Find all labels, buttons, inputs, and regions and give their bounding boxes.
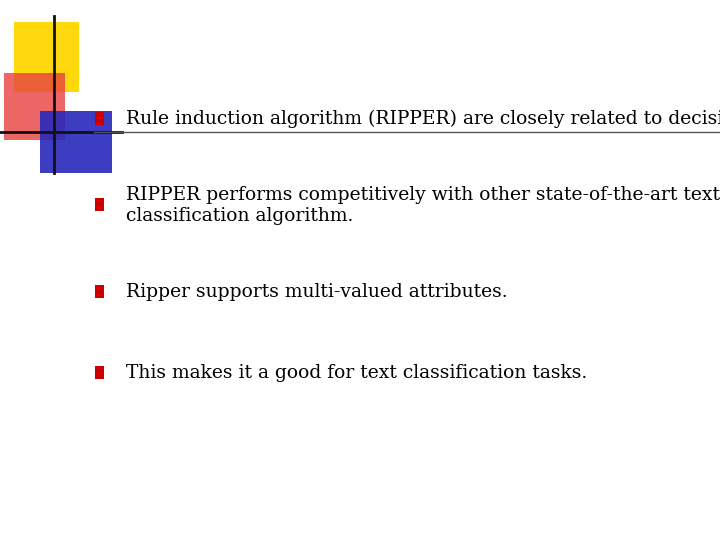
Text: Ripper supports multi-valued attributes.: Ripper supports multi-valued attributes.: [126, 282, 508, 301]
Text: This makes it a good for text classification tasks.: This makes it a good for text classifica…: [126, 363, 588, 382]
Text: RIPPER performs competitively with other state-of-the-art text
classification al: RIPPER performs competitively with other…: [126, 186, 720, 225]
Text: Rule induction algorithm (RIPPER) are closely related to decision trees.: Rule induction algorithm (RIPPER) are cl…: [126, 110, 720, 128]
Bar: [4, 73, 65, 140]
Bar: [40, 111, 112, 173]
Bar: [14, 22, 79, 92]
Bar: [95, 285, 104, 298]
Bar: [95, 366, 104, 379]
Bar: [95, 112, 104, 125]
Bar: [95, 198, 104, 211]
